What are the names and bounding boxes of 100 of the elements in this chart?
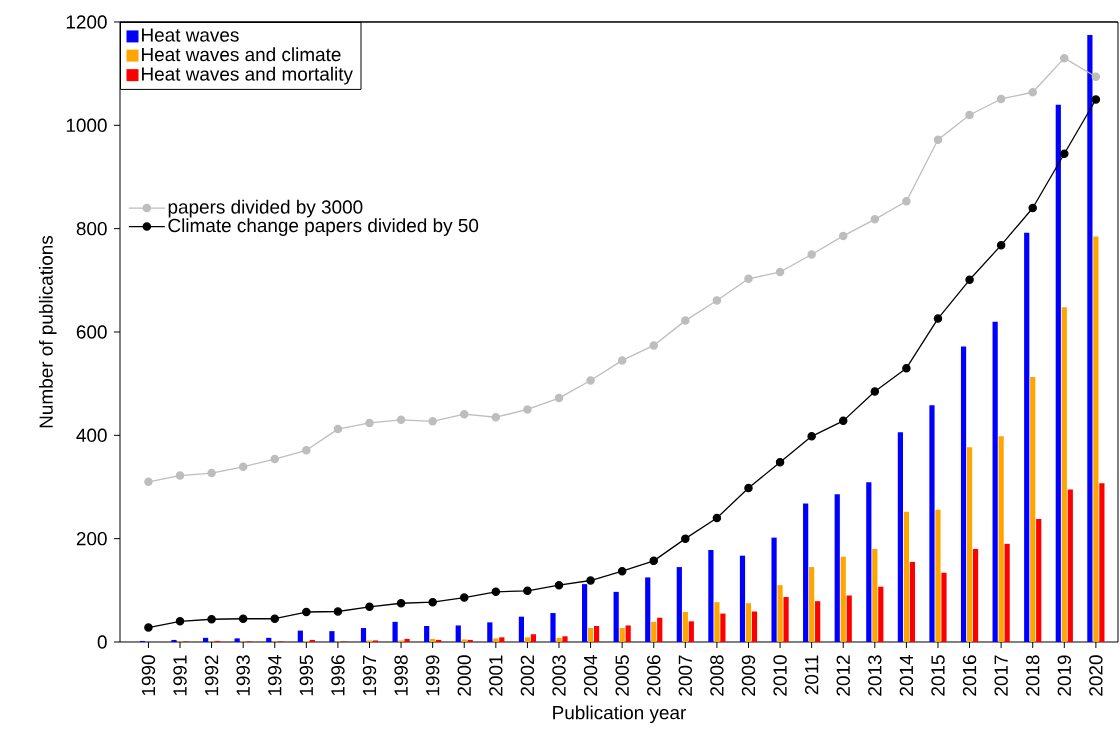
bar xyxy=(751,611,758,642)
point xyxy=(554,580,564,590)
y-tick-label: 800 xyxy=(76,221,107,236)
bar xyxy=(593,625,600,642)
x-tick-label: 2006 xyxy=(647,655,661,696)
point xyxy=(1060,53,1069,63)
bar xyxy=(581,584,588,642)
y-tick-label: 400 xyxy=(76,428,107,443)
point xyxy=(175,471,185,480)
bar xyxy=(461,639,467,642)
x-tick-label: 2012 xyxy=(836,655,850,696)
bar xyxy=(550,613,556,642)
x-tick-label: 1990 xyxy=(141,655,156,696)
x-tick-label: 2018 xyxy=(1026,655,1040,696)
point xyxy=(207,615,216,624)
point xyxy=(491,587,501,597)
legend-label: Heat waves and mortality xyxy=(142,66,353,85)
point xyxy=(554,393,564,403)
bar xyxy=(708,550,714,642)
bar xyxy=(1067,489,1073,642)
bar xyxy=(878,586,884,642)
point xyxy=(1091,95,1101,104)
x-tick-label: 2002 xyxy=(520,655,535,696)
bar xyxy=(562,636,568,642)
legend-label: papers divided by 3000 xyxy=(168,199,363,218)
point xyxy=(460,593,469,602)
bar xyxy=(1099,483,1105,642)
point xyxy=(712,296,722,305)
point xyxy=(428,417,437,426)
point xyxy=(649,341,658,350)
bar xyxy=(866,482,872,642)
bar xyxy=(360,628,367,642)
bar xyxy=(645,577,651,642)
bar xyxy=(625,625,631,642)
bar xyxy=(771,537,777,642)
x-tick-label: 2011 xyxy=(804,655,819,695)
bar xyxy=(897,432,903,642)
y-axis-title: Number of publications xyxy=(38,235,57,428)
bar xyxy=(499,637,505,642)
bar xyxy=(803,503,809,642)
point xyxy=(270,614,280,623)
x-tick-label: 1996 xyxy=(331,655,345,696)
bar xyxy=(840,556,846,642)
x-tick-label: 2016 xyxy=(962,655,977,696)
x-tick-label: 2013 xyxy=(868,655,882,696)
x-tick-label: 1994 xyxy=(268,655,282,696)
point xyxy=(1060,149,1069,158)
point xyxy=(175,617,185,626)
bar xyxy=(309,639,315,642)
point xyxy=(933,135,943,145)
bar xyxy=(1055,104,1061,642)
bar xyxy=(941,572,947,642)
bar xyxy=(430,638,436,642)
point xyxy=(838,416,848,426)
bar xyxy=(960,346,967,642)
x-tick-label: 2001 xyxy=(489,655,503,696)
bar xyxy=(202,637,209,642)
y-tick-label: 1000 xyxy=(66,118,107,133)
point xyxy=(681,534,690,543)
bar xyxy=(834,494,840,642)
x-tick-label: 1995 xyxy=(299,655,314,696)
point xyxy=(870,387,880,396)
bar xyxy=(929,405,935,642)
x-axis-title: Publication year xyxy=(553,705,686,724)
point xyxy=(775,267,785,277)
point xyxy=(207,468,216,478)
point xyxy=(965,110,974,120)
x-tick-label: 2020 xyxy=(1089,655,1103,696)
y-tick-label: 200 xyxy=(76,531,107,546)
bar xyxy=(992,321,998,642)
point xyxy=(807,432,816,441)
bar xyxy=(392,621,398,642)
bar xyxy=(998,436,1004,642)
bar xyxy=(266,637,272,642)
point xyxy=(649,556,658,566)
bar xyxy=(1030,376,1036,642)
bar xyxy=(872,548,878,642)
bar xyxy=(556,637,562,642)
point xyxy=(712,513,722,523)
bar xyxy=(171,639,177,642)
y-tick-label: 1200 xyxy=(66,15,107,29)
bar xyxy=(1087,34,1093,642)
bar xyxy=(972,548,979,642)
point xyxy=(460,409,469,419)
bar xyxy=(297,630,303,642)
bar xyxy=(404,638,410,642)
y-tick-label: 0 xyxy=(97,635,107,649)
bar xyxy=(424,625,430,642)
x-tick-label: 2004 xyxy=(583,655,598,696)
x-tick-label: 2015 xyxy=(931,655,945,696)
bar xyxy=(524,637,531,642)
bar xyxy=(518,616,525,642)
x-tick-label: 2009 xyxy=(741,655,756,696)
bar xyxy=(739,555,746,642)
x-tick-label: 1997 xyxy=(362,655,377,696)
bar xyxy=(613,591,619,642)
x-tick-label: 2014 xyxy=(899,655,914,696)
bar xyxy=(329,631,335,642)
point xyxy=(807,250,816,259)
bar xyxy=(966,447,973,642)
